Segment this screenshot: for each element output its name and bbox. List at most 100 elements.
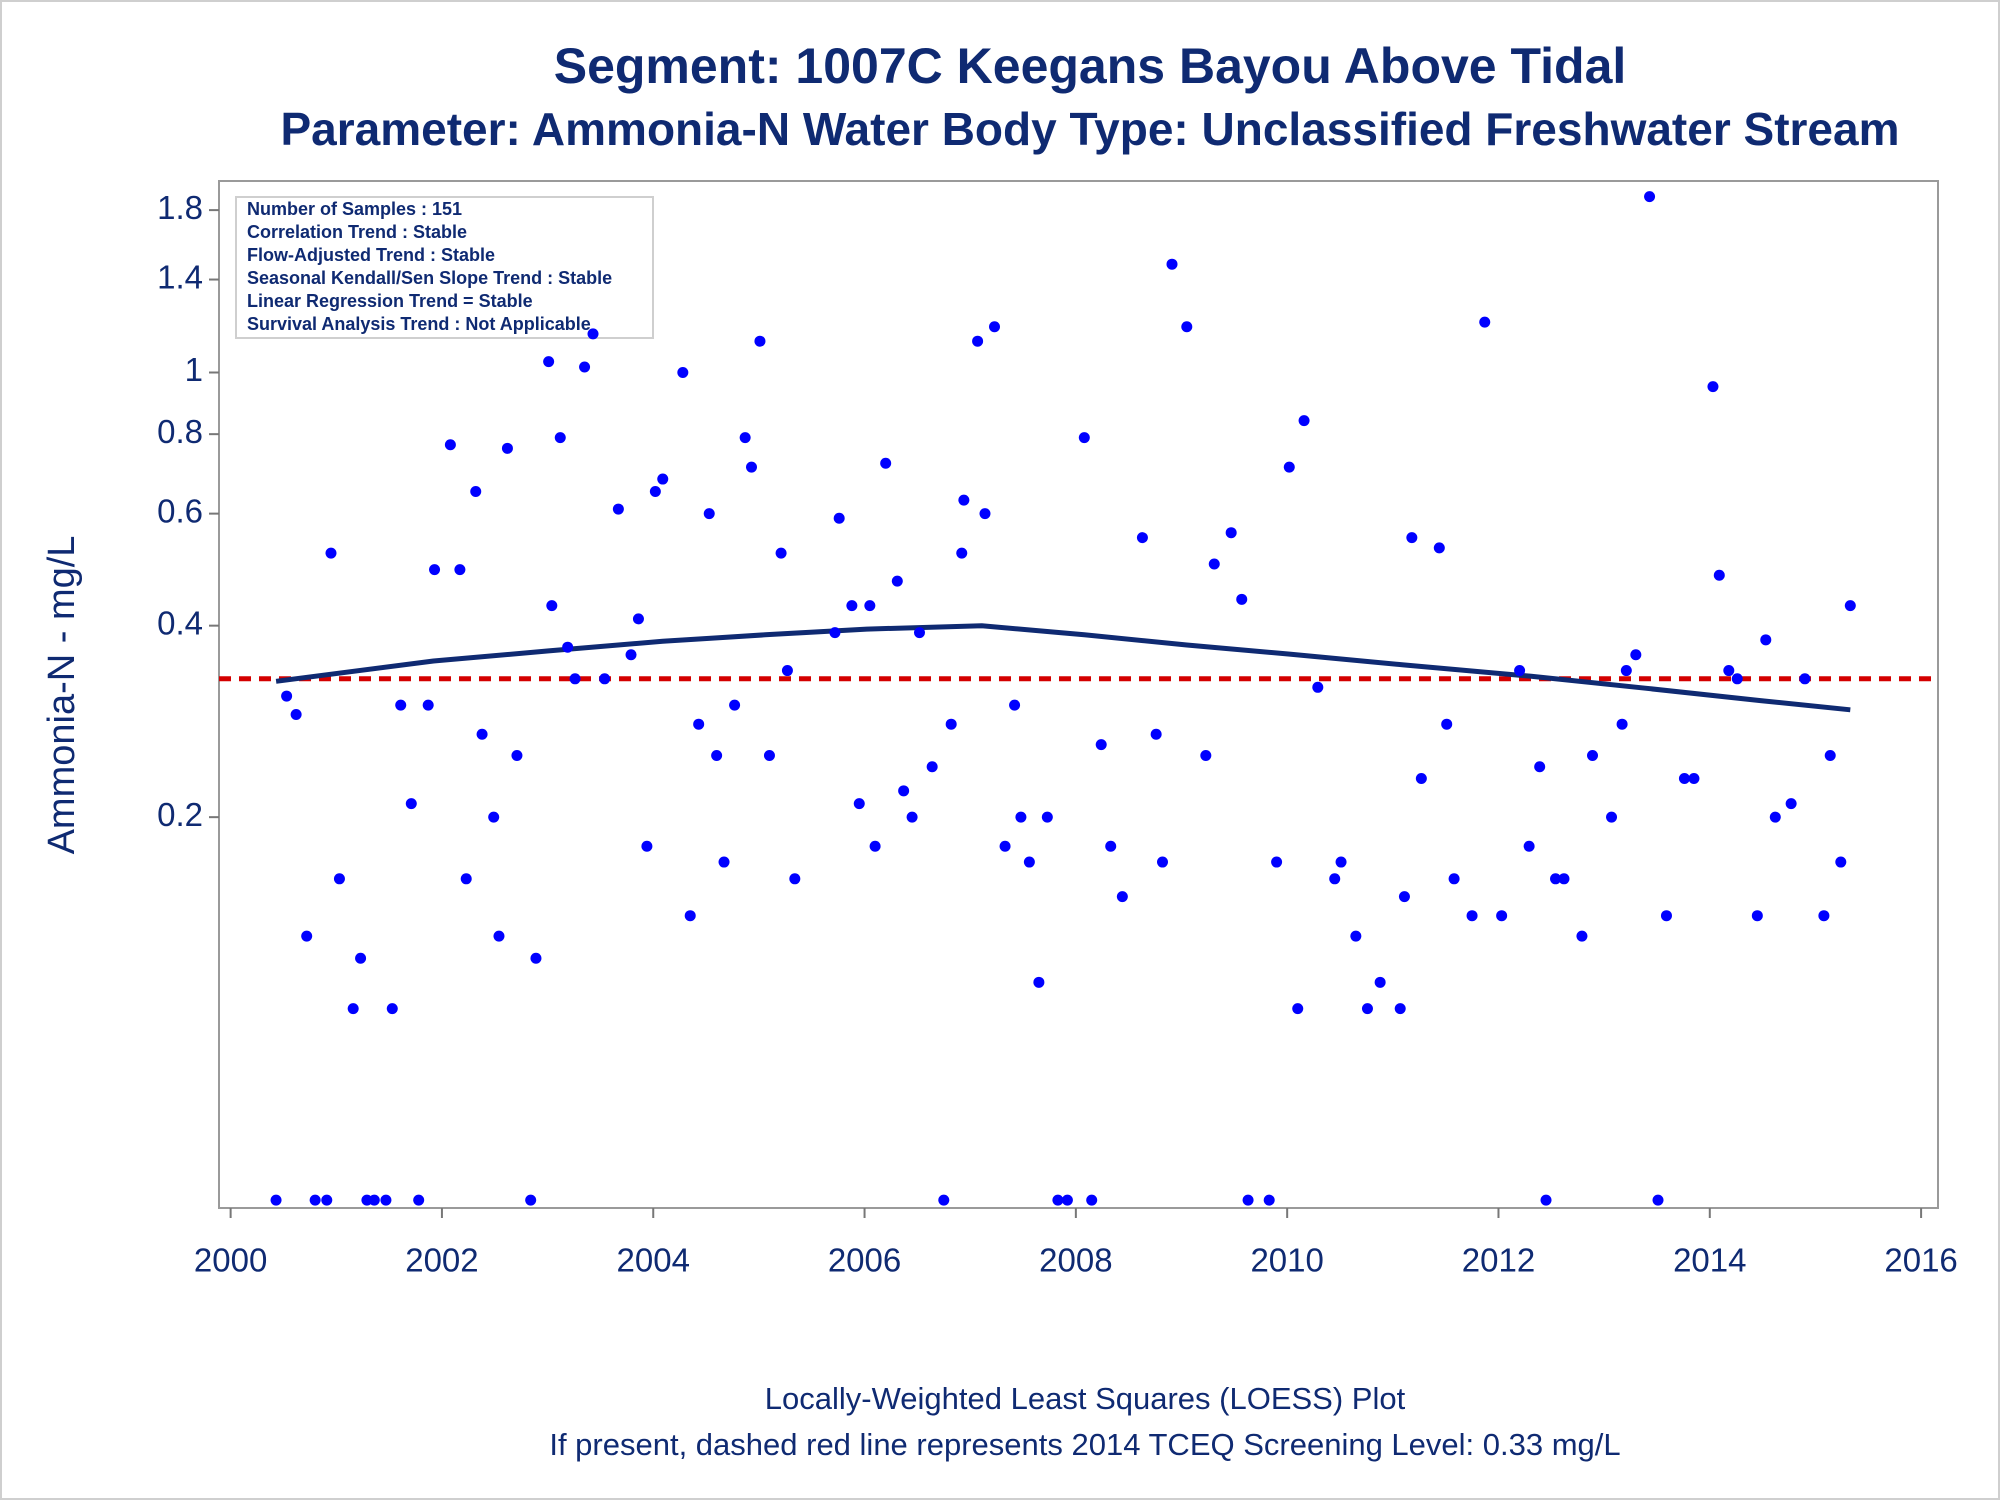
data-point (386, 1003, 398, 1015)
data-point (684, 910, 696, 922)
y-tick-label: 1.4 (157, 258, 203, 295)
data-point (470, 486, 482, 498)
data-point (1433, 542, 1445, 554)
data-point (1606, 811, 1618, 823)
data-point (355, 952, 367, 964)
data-point (1283, 461, 1295, 473)
data-point (1731, 673, 1743, 685)
data-point (938, 1194, 950, 1206)
data-point (1041, 811, 1053, 823)
data-point (476, 728, 488, 740)
y-tick-label: 0.6 (157, 492, 203, 529)
x-tick-label: 2014 (1673, 1242, 1746, 1279)
data-point (1350, 930, 1362, 942)
data-point (833, 512, 845, 524)
data-point (1086, 1194, 1098, 1206)
data-point (1061, 1194, 1073, 1206)
data-point (1298, 415, 1310, 427)
data-point (781, 665, 793, 677)
data-point (587, 328, 599, 340)
data-point (395, 699, 407, 711)
data-point (301, 930, 313, 942)
data-point (1616, 718, 1628, 730)
data-point (1514, 665, 1526, 677)
data-point (972, 335, 984, 347)
data-point (1620, 665, 1632, 677)
data-point (1688, 773, 1700, 785)
data-point (333, 873, 345, 885)
data-point (1799, 673, 1811, 685)
x-tick-label: 2006 (828, 1242, 901, 1279)
data-point (693, 718, 705, 730)
x-tick-label: 2008 (1039, 1242, 1112, 1279)
chart-subtitle: Parameter: Ammonia-N Water Body Type: Un… (281, 103, 1900, 155)
data-point (368, 1194, 380, 1206)
data-point (325, 547, 337, 559)
data-point (1023, 856, 1035, 868)
data-point (1398, 891, 1410, 903)
data-point (926, 761, 938, 773)
data-point (718, 856, 730, 868)
data-point (1015, 811, 1027, 823)
footnote: Locally-Weighted Least Squares (LOESS) P… (765, 1381, 1406, 1416)
data-point (444, 439, 456, 451)
stats-line: Flow-Adjusted Trend : Stable (247, 245, 495, 265)
data-point (775, 547, 787, 559)
data-point (454, 564, 466, 576)
data-point (754, 335, 766, 347)
data-point (429, 564, 441, 576)
data-point (599, 673, 611, 685)
data-point (579, 361, 591, 373)
data-point (891, 575, 903, 587)
data-point (913, 627, 925, 639)
data-point (641, 840, 653, 852)
data-point (1644, 191, 1656, 203)
data-point (880, 457, 892, 469)
data-point (1009, 699, 1021, 711)
x-tick-label: 2012 (1462, 1242, 1535, 1279)
data-point (1723, 665, 1735, 677)
data-point (1136, 532, 1148, 544)
data-point (999, 840, 1011, 852)
data-point (1844, 600, 1856, 612)
data-point (1200, 750, 1212, 762)
data-point (1630, 649, 1642, 661)
data-point (945, 718, 957, 730)
data-point (1406, 532, 1418, 544)
stats-box (235, 196, 654, 339)
data-point (1225, 527, 1237, 539)
stats-line: Linear Regression Trend = Stable (247, 291, 533, 311)
data-point (1652, 1194, 1664, 1206)
data-point (1760, 634, 1772, 646)
data-point (1660, 910, 1672, 922)
data-point (1707, 381, 1719, 393)
data-point (405, 798, 417, 810)
y-tick-label: 0.4 (157, 604, 203, 641)
data-point (1576, 930, 1588, 942)
data-point (1751, 910, 1763, 922)
data-point (625, 649, 637, 661)
data-point (869, 840, 881, 852)
x-tick-label: 2016 (1884, 1242, 1957, 1279)
data-point (1587, 750, 1599, 762)
data-point (979, 508, 991, 520)
data-point (745, 461, 757, 473)
data-point (789, 873, 801, 885)
data-point (347, 1003, 359, 1015)
data-point (1394, 1003, 1406, 1015)
y-tick-label: 1.8 (157, 189, 203, 226)
data-point (853, 798, 865, 810)
data-point (1271, 856, 1283, 868)
x-tick-label: 2000 (194, 1242, 267, 1279)
data-point (1150, 728, 1162, 740)
data-point (763, 750, 775, 762)
data-point (1496, 910, 1508, 922)
data-point (906, 811, 918, 823)
data-point (958, 494, 970, 506)
stats-line: Seasonal Kendall/Sen Slope Trend : Stabl… (247, 268, 612, 288)
data-point (898, 785, 910, 797)
data-point (1835, 856, 1847, 868)
data-point (543, 356, 555, 368)
data-point (1523, 840, 1535, 852)
